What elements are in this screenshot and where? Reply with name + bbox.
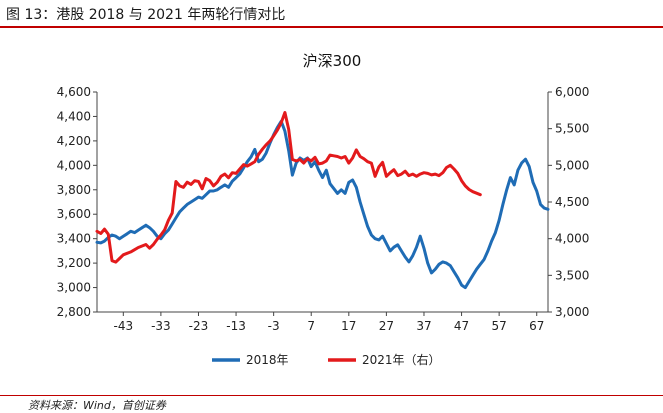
left-tick-label: 2,800: [57, 305, 91, 319]
right-tick-label: 5,500: [555, 122, 589, 136]
right-tick-label: 5,000: [555, 158, 589, 172]
right-tick-label: 4,500: [555, 195, 589, 209]
right-tick-label: 3,000: [555, 305, 589, 319]
left-tick-label: 3,800: [57, 183, 91, 197]
left-tick-label: 4,000: [57, 158, 91, 172]
left-tick-label: 3,600: [57, 207, 91, 221]
left-tick-label: 3,000: [57, 281, 91, 295]
axes: 2,800 3,000 3,200 3,400 3,600 3,800 4,000 4,200…: [57, 85, 590, 333]
right-tick-label: 6,000: [555, 85, 589, 99]
left-tick-label: 3,200: [57, 256, 91, 270]
x-tick-label: 57: [492, 319, 507, 333]
left-tick-label: 3,400: [57, 232, 91, 246]
source-note: 资料来源：Wind，首创证券: [28, 399, 166, 412]
legend-label-2: 2021年（右）: [362, 352, 441, 367]
x-tick-label: 27: [379, 319, 394, 333]
figure-title: 图 13：港股 2018 与 2021 年两轮行情对比: [6, 7, 286, 23]
x-tick-label: 7: [307, 319, 315, 333]
x-tick-label: -33: [151, 319, 171, 333]
left-tick-label: 4,600: [57, 85, 91, 99]
chart-title: 沪深300: [303, 52, 362, 70]
left-tick-label: 4,200: [57, 134, 91, 148]
series-layer: [95, 111, 550, 290]
series-line-1: [95, 119, 550, 290]
right-tick-label: 3,500: [555, 268, 589, 282]
right-tick-label: 4,000: [555, 232, 589, 246]
series-line-2: [95, 111, 482, 264]
x-tick-label: 17: [341, 319, 356, 333]
x-tick-label: 37: [416, 319, 431, 333]
x-tick-label: -43: [114, 319, 134, 333]
x-tick-label: -13: [226, 319, 246, 333]
legend: 2018年 2021年（右）: [212, 352, 441, 367]
source-divider: [0, 395, 663, 396]
legend-label-1: 2018年: [246, 353, 289, 367]
x-tick-label: 67: [529, 319, 544, 333]
title-divider: [0, 26, 663, 28]
x-tick-label: -23: [189, 319, 209, 333]
x-tick-label: -3: [268, 319, 280, 333]
left-tick-label: 4,400: [57, 109, 91, 123]
x-tick-label: 47: [454, 319, 469, 333]
